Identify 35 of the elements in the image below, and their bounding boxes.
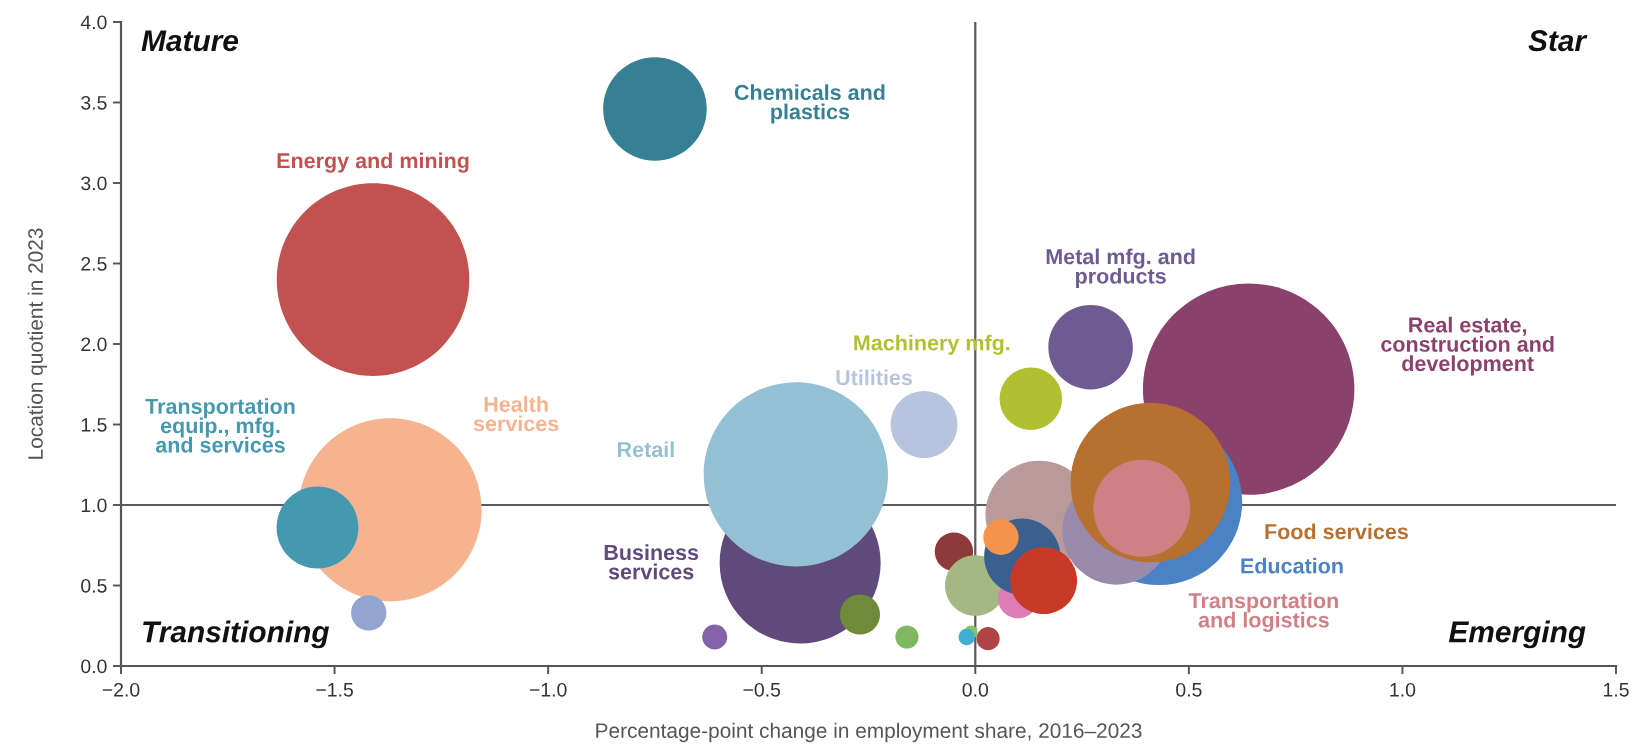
- series-label: Energy and mining: [277, 152, 469, 173]
- series-label: Health services: [473, 396, 559, 432]
- series-label: Education: [1241, 557, 1343, 574]
- series-label: Food services: [1265, 523, 1408, 540]
- x-tick-label: −0.5: [743, 682, 781, 697]
- y-tick-label: 2.5: [81, 256, 107, 271]
- y-tick-label: 0.5: [81, 578, 107, 593]
- x-tick-label: 1.5: [1603, 683, 1629, 697]
- annotation: Transitioning: [143, 620, 330, 649]
- y-tick-label: 0.0: [81, 659, 107, 674]
- series-label: Utilities: [836, 369, 913, 386]
- x-tick-label: 0.0: [962, 682, 989, 697]
- x-tick-label: 0.5: [1176, 682, 1202, 697]
- y-tick-label: 1.0: [81, 498, 107, 513]
- series-label: Real estate, construction and development: [1381, 316, 1554, 376]
- x-tick-label: −2.0: [102, 682, 140, 697]
- annotation: Mature: [141, 30, 239, 52]
- annotation: Emerging: [1448, 620, 1586, 649]
- x-tick-label: −1.5: [316, 683, 353, 697]
- y-axis-title: Location quotient in 2023: [27, 228, 48, 459]
- series-label: Business services: [604, 544, 699, 580]
- y-tick-label: 3.0: [81, 176, 107, 191]
- annotation: Star: [1528, 30, 1588, 52]
- x-tick-label: −1.0: [529, 682, 567, 697]
- x-tick-label: 1.0: [1390, 682, 1416, 697]
- text: Transportation and logistics: [1188, 592, 1338, 632]
- y-tick-label: 2.0: [81, 337, 107, 352]
- series-label: Retail: [618, 441, 674, 458]
- x-axis-title: Percentage-point change in employment share, 2016–2023: [596, 722, 1142, 743]
- y-tick-label: 3.5: [81, 95, 107, 110]
- series-label: Metal mfg. and products: [1046, 248, 1195, 288]
- series-label: Chemicals and plastics: [734, 84, 885, 124]
- series-label: Transportation equip., mfg. and services: [145, 398, 295, 453]
- y-tick-label: 4.0: [80, 15, 107, 30]
- y-tick-label: 1.5: [81, 418, 107, 432]
